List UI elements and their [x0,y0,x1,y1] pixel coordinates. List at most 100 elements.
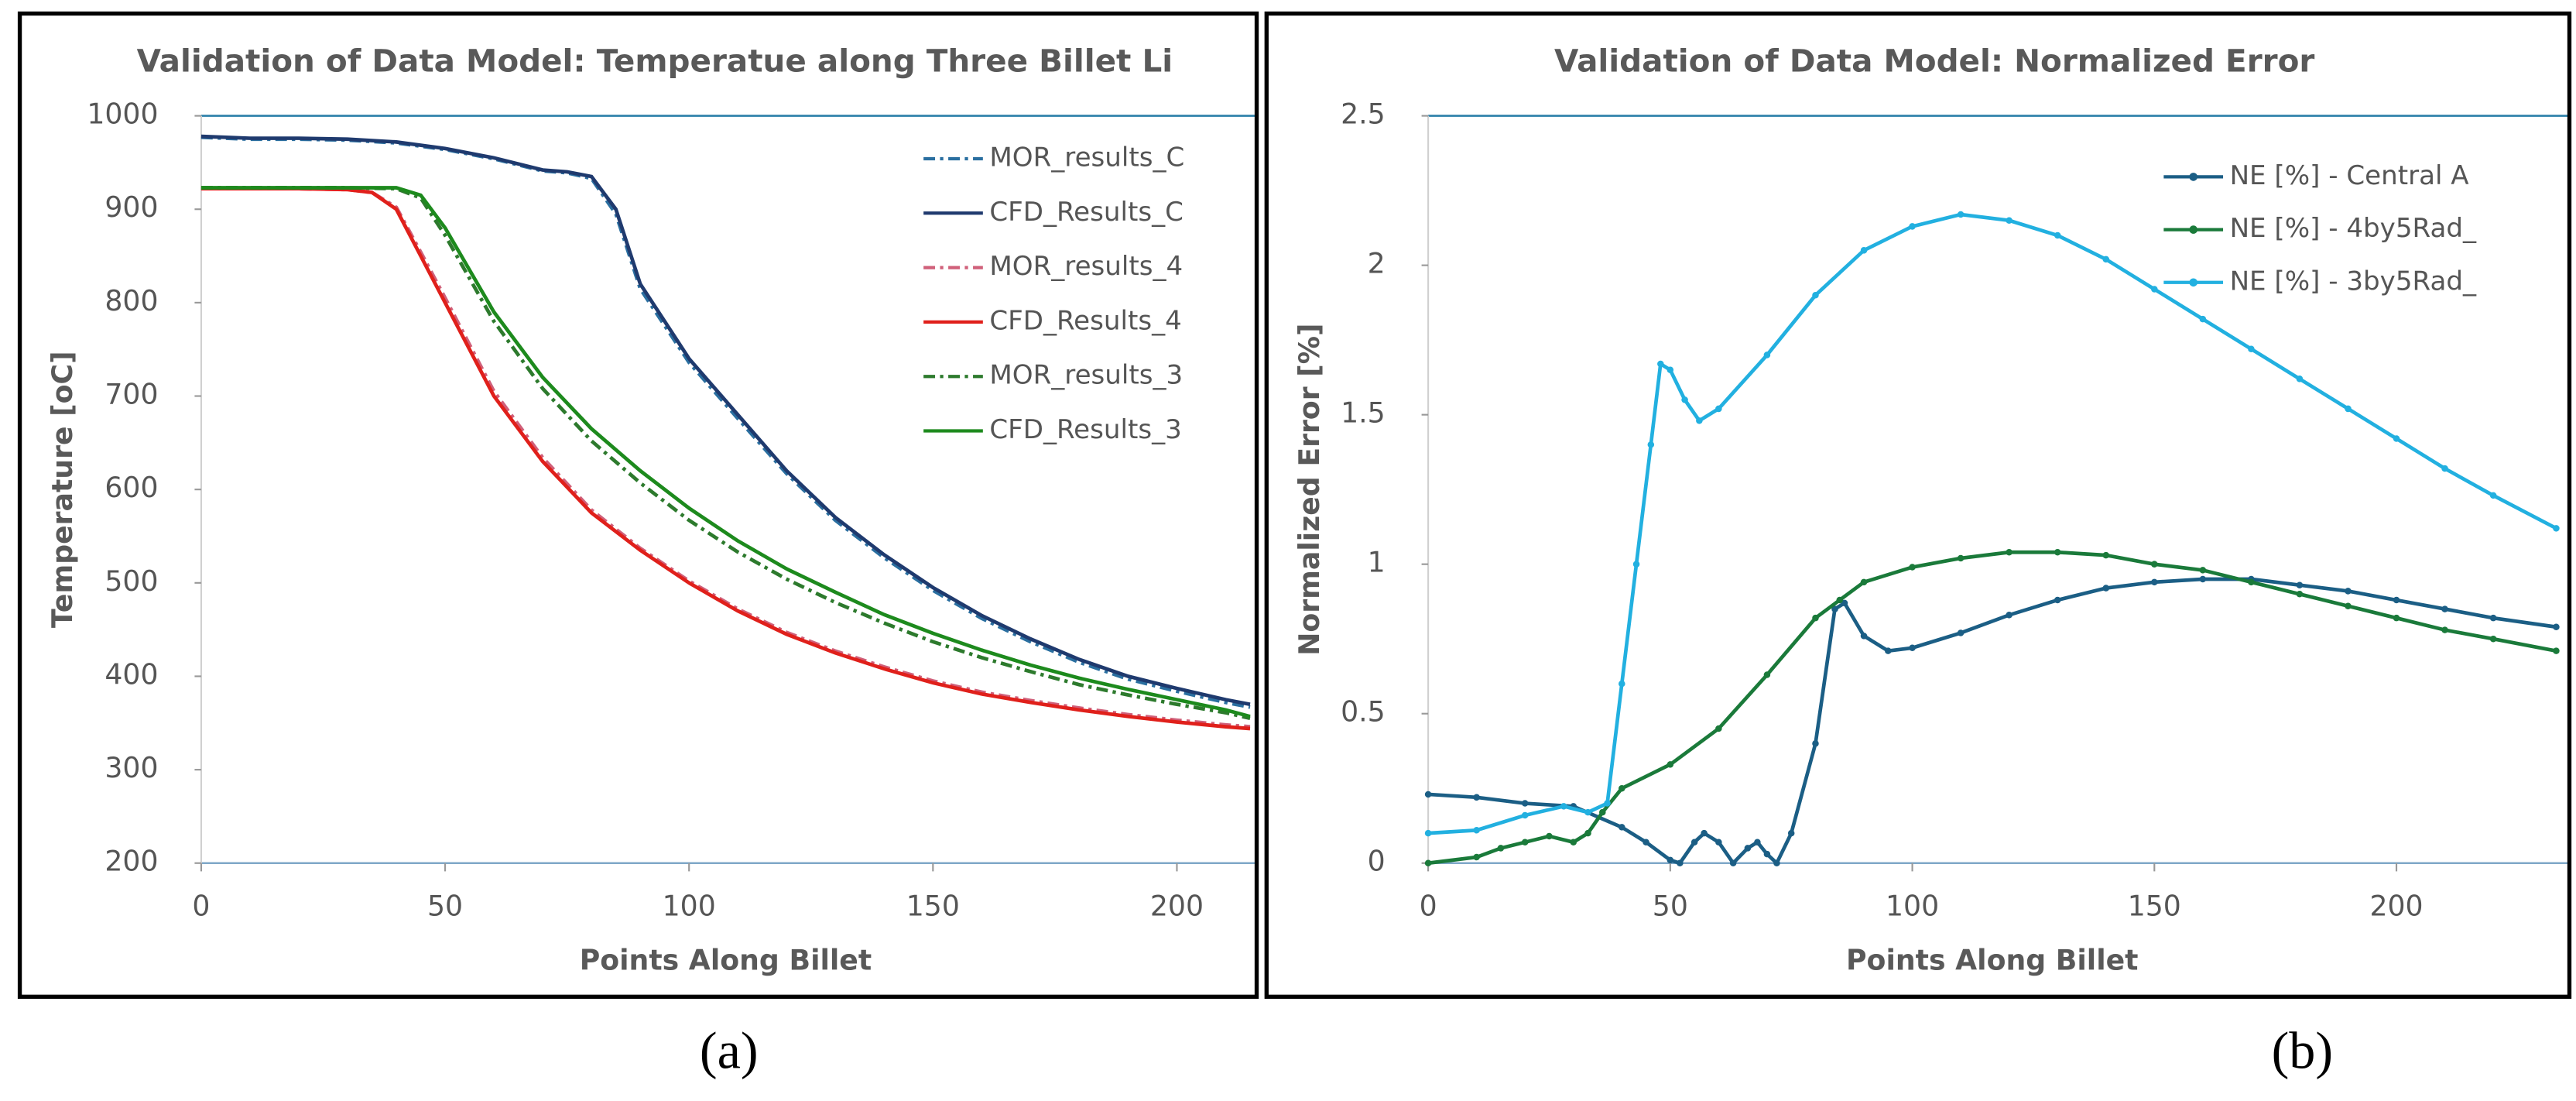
series-marker [2393,614,2400,622]
series-marker [1584,808,1591,816]
series-marker [2441,465,2448,472]
series-marker [1690,839,1698,845]
series-marker [1729,859,1737,867]
series-line [200,187,1251,729]
series-marker [1763,671,1771,678]
y-tick-label: 2.5 [1341,98,1386,131]
series-marker [1841,599,1848,607]
x-tick-label: 50 [1653,889,1688,922]
series-marker [2054,548,2061,556]
x-axis-title: Points Along Billet [1846,944,2138,977]
series-marker [2553,525,2560,532]
series-marker [1860,633,1868,640]
series-marker [2006,612,2012,619]
y-tick-label: 1000 [87,98,158,131]
legend-label: NE [%] - 3by5Rad_ [2230,266,2477,297]
series-marker [2054,596,2061,604]
x-tick-label: 0 [192,889,210,922]
y-tick-label: 300 [104,751,158,784]
series-marker [2248,345,2255,352]
series-marker [1773,859,1780,867]
series-marker [2553,623,2560,631]
series-marker [2296,591,2304,598]
series-marker [1643,839,1649,845]
y-tick-label: 800 [104,284,158,317]
series-marker [1619,680,1625,688]
series-marker [2199,575,2207,583]
x-tick-label: 150 [2128,889,2181,922]
x-tick-label: 200 [2369,889,2423,922]
series-marker [1667,856,1674,864]
series-marker [1909,223,1916,230]
panel-frame [17,11,1259,999]
series-marker [2006,217,2012,224]
series-marker [2102,551,2110,559]
y-tick-label: 200 [104,845,158,878]
series-marker [1546,832,1553,840]
series-marker [1812,740,1819,747]
legend-marker [2189,173,2198,181]
series-line [200,186,1251,719]
series-marker [2441,605,2448,612]
x-tick-label: 150 [906,889,960,922]
series-marker [1632,561,1640,568]
series-line [200,135,1251,709]
series-marker [1831,605,1838,612]
series-marker [2151,561,2158,568]
legend-marker [2189,225,2198,234]
series-marker [2006,548,2012,556]
series-marker [2553,647,2560,654]
series-line [200,187,1251,731]
series-marker [2345,588,2352,595]
series-marker [1424,829,1432,837]
series-marker [1657,360,1664,368]
x-axis-title: Points Along Billet [580,944,872,977]
series-marker [1763,850,1771,858]
series-marker [1560,803,1567,810]
series-marker [2296,581,2304,588]
series-marker [2296,376,2304,382]
series-marker [1744,845,1752,852]
y-axis-title: Normalized Error [%] [1293,323,1326,655]
series-marker [1584,829,1591,837]
legend-label: CFD_Results_3 [989,414,1181,445]
legend-label: CFD_Results_4 [989,305,1181,336]
panel-label: (b) [2272,1021,2333,1080]
x-tick-label: 0 [1420,889,1437,922]
series-marker [2393,596,2400,604]
chart-panel: 0 0.5 1 1.5 2 2.5 0 50 100 150 200 Validation of Da… [1293,42,2570,977]
series-marker [1521,811,1529,819]
series-marker [1957,211,1965,218]
series-marker [2489,635,2497,643]
series-marker [1701,829,1708,837]
y-tick-label: 400 [104,657,158,691]
chart-title: Validation of Data Model: Normalized Err… [1554,42,2314,79]
series-line [200,186,1251,721]
series-marker [1763,352,1771,358]
series-marker [2489,614,2497,622]
series-marker [1812,291,1819,299]
y-tick-label: 1 [1368,546,1386,579]
series-marker [1860,578,1868,586]
legend-label: NE [%] - 4by5Rad_ [2230,213,2477,244]
series-marker [1696,417,1703,424]
series-marker [1957,554,1965,562]
series-marker [1619,784,1625,792]
y-tick-label: 900 [104,190,158,224]
series-marker [2102,585,2110,592]
series-marker [1677,859,1684,867]
chart-panel: 200 300 400 500 600 700 800 900 1000 0 50 100 150 200… [46,42,1257,977]
x-tick-label: 200 [1150,889,1204,922]
y-tick-label: 1.5 [1341,396,1386,430]
series-marker [2489,492,2497,499]
series-marker [1599,808,1606,816]
y-tick-label: 0 [1368,845,1386,878]
series-marker [2248,578,2255,586]
series-marker [2054,232,2061,239]
series-marker [1715,839,1722,845]
x-tick-label: 100 [663,889,716,922]
series-marker [2345,405,2352,413]
series-marker [1473,853,1480,861]
